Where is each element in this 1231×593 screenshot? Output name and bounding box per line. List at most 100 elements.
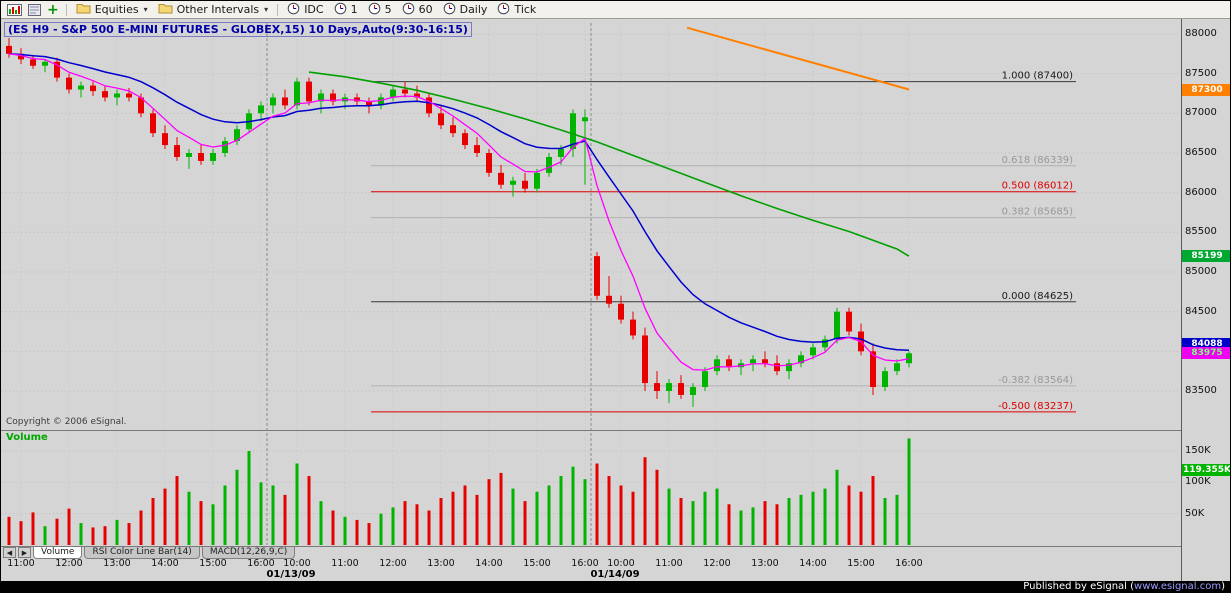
interval-5-label: 5 [384,3,392,16]
clock-icon [287,2,300,18]
other-intervals-menu-button[interactable]: Other Intervals ▾ [154,2,273,18]
folder-icon [158,2,173,17]
tab-scroll-right-button[interactable]: ▶ [18,547,31,558]
price-axis-label: 84500 [1185,305,1217,317]
other-intervals-label: Other Intervals [176,3,260,16]
volume-axis-label: 100K [1185,476,1211,488]
date-label: 01/14/09 [590,569,640,580]
time-label: 12:00 [379,558,407,569]
time-label: 14:00 [151,558,179,569]
time-label: 11:00 [331,558,359,569]
time-label: 15:00 [523,558,551,569]
idc-button[interactable]: IDC [283,2,327,18]
ma-long-line [308,71,910,257]
interval-60-button[interactable]: 60 [398,2,437,18]
price-tag: 87300 [1182,83,1230,96]
add-chart-icon[interactable]: + [47,1,59,18]
chevron-down-icon: ▾ [143,5,148,14]
clock-icon [497,2,510,18]
price-axis-label: 86500 [1185,147,1217,158]
page-setup-icon[interactable] [26,3,43,16]
interval-5-button[interactable]: 5 [364,2,396,18]
gridlines-layer [1,23,1181,545]
panel-tabs: ◀ ▶ Volume RSI Color Line Bar(14) MACD(1… [1,547,296,560]
moving-averages-layer [8,26,910,371]
volume-bars-layer [7,438,911,545]
interval-daily-button[interactable]: Daily [439,2,492,18]
time-label: 15:00 [199,558,227,569]
interval-tick-label: Tick [514,3,537,16]
copyright-text: Copyright © 2006 eSignal. [6,417,127,427]
fib-level-label: -0.382 (83564) [998,375,1073,386]
fibonacci-levels-layer: 1.000 (87400) 0.618 (86339) 0.500 (86012) 0… [371,71,1076,413]
price-axis-label: 88000 [1185,28,1217,39]
time-label: 14:00 [475,558,503,569]
fib-level-label: 0.500 (86012) [1002,181,1074,192]
clock-icon [443,2,456,18]
time-label: 12:00 [703,558,731,569]
chevron-down-icon: ▾ [264,5,269,14]
time-label: 13:00 [751,558,779,569]
price-axis-label: 87500 [1185,67,1217,79]
published-by-text: Published by eSignal ( [1023,581,1135,592]
price-axis-label: 87000 [1185,107,1217,119]
clock-icon [402,2,415,18]
price-tag: 83975 [1182,347,1230,360]
fib-level-label: 0.618 (86339) [1002,155,1074,166]
equities-menu-button[interactable]: Equities ▾ [72,2,152,18]
toolbar-separator [65,3,67,16]
interval-1-button[interactable]: 1 [330,2,362,18]
price-tag: 85199 [1182,250,1230,263]
published-by-suffix: ) [1221,581,1225,592]
clock-icon [368,2,381,18]
fib-level-label: 0.000 (84625) [1002,291,1074,302]
toolbar: + Equities ▾ Other Intervals ▾ IDC 1 5 6… [1,1,1230,19]
volume-axis-label: 150K [1185,445,1211,456]
time-label: 12:00 [55,558,83,569]
volume-axis-divider [1,546,1230,547]
time-label: 11:00 [655,558,683,569]
equities-label: Equities [94,3,139,16]
interval-tick-button[interactable]: Tick [493,2,540,18]
time-label: 11:00 [7,558,35,569]
trend-line [686,26,910,91]
folder-icon [76,2,91,17]
interval-1-label: 1 [350,3,358,16]
time-label: 16:00 [571,558,599,569]
time-label: 10:00 [283,558,311,569]
time-label: 10:00 [607,558,635,569]
toolbar-separator [277,3,279,16]
price-axis-label: 83500 [1185,385,1217,396]
price-chart-canvas[interactable]: 1.000 (87400) 0.618 (86339) 0.500 (86012) 0… [1,19,1181,546]
time-label: 16:00 [247,558,275,569]
price-axis-label: 86000 [1185,186,1217,198]
clock-icon [334,2,347,18]
chart-title: (ES H9 - S&P 500 E-MINI FUTURES - GLOBEX… [4,22,472,37]
time-label: 16:00 [895,558,923,569]
price-axis-label: 85500 [1185,226,1217,238]
tab-rsi-color-line-bar[interactable]: RSI Color Line Bar(14) [84,547,200,559]
interval-daily-label: Daily [459,3,488,16]
chart-window-icon[interactable] [5,3,24,16]
price-axis[interactable]: 88000 87500 87000 86500 86000 85500 85000 84500… [1181,19,1230,581]
price-axis-label: 85000 [1185,266,1217,277]
fib-level-label: 1.000 (87400) [1002,71,1074,82]
volume-panel-title: Volume [6,432,48,443]
tab-macd[interactable]: MACD(12,26,9,C) [201,547,296,559]
time-label: 13:00 [427,558,455,569]
footer-bar: Published by eSignal (www.esignal.com) [1,581,1230,592]
date-label: 01/13/09 [266,569,316,580]
ma-fast-line [8,53,910,371]
time-label: 14:00 [799,558,827,569]
tab-volume[interactable]: Volume [33,547,83,559]
interval-60-label: 60 [418,3,433,16]
time-label: 13:00 [103,558,131,569]
tab-scroll-left-button[interactable]: ◀ [3,547,16,558]
fib-level-label: 0.382 (85685) [1002,207,1074,218]
chart-volume-divider [1,430,1230,431]
ma-slow-line [8,53,910,351]
fib-level-label: -0.500 (83237) [998,401,1073,412]
idc-label: IDC [304,3,324,16]
esignal-link[interactable]: www.esignal.com [1134,581,1222,592]
